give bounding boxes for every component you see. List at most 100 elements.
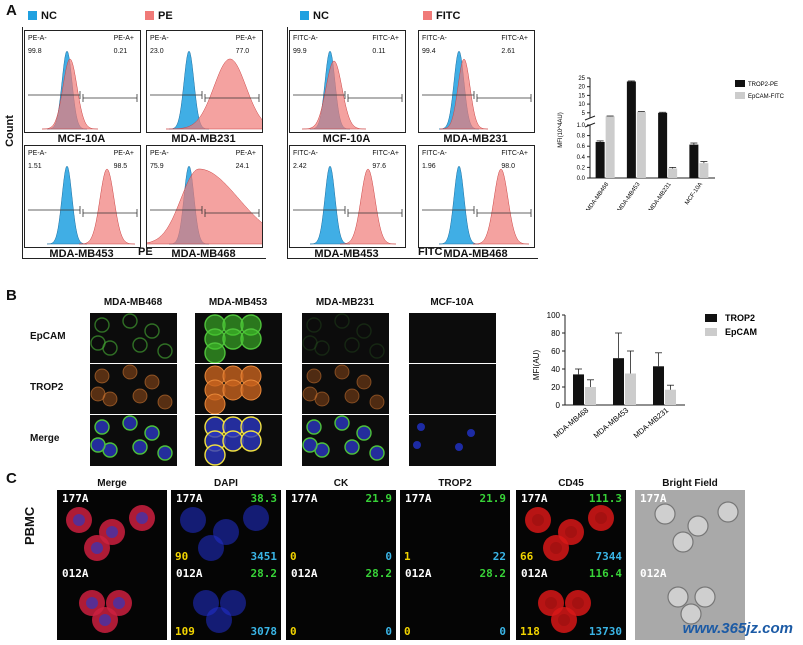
micrograph-merge-mda-mb231 <box>302 415 389 466</box>
intensity-score: 28.2 <box>479 567 507 580</box>
mfi-bar-chart-b: 0 20 40 60 80 100 MFI(AU) MDA-MB468 MDA-MB453 MDA… <box>532 311 757 440</box>
sample-id: 012A <box>176 567 203 580</box>
sample-id: 177A <box>405 492 432 505</box>
bar-trop2-pe-mda-mb468 <box>595 141 605 178</box>
y-tick-label: 0.2 <box>577 165 586 171</box>
nc-histogram <box>438 165 480 245</box>
sample-id: 177A <box>176 492 203 505</box>
fitc-histogram-mda-mb453: FITC-A- 2.42 FITC-A+ 97.6 <box>289 145 406 248</box>
row-label: Merge <box>30 433 60 444</box>
cell-line-label: MDA-MB453 <box>49 248 114 260</box>
column-label: DAPI <box>214 478 238 489</box>
pbmc-dapi-177a: 177A 38.3 90 3451 <box>171 490 281 565</box>
column-label: CD45 <box>558 478 584 489</box>
y-tick-label: 5 <box>582 111 586 117</box>
x-tick-label: MDA-MB453 <box>592 406 631 440</box>
intensity-score: 21.9 <box>479 492 507 505</box>
pe-axis-frame <box>22 27 266 259</box>
intensity-score: 21.9 <box>365 492 393 505</box>
nc-swatch <box>28 11 37 20</box>
micrograph-trop2-mda-mb453 <box>195 364 282 414</box>
sample-id: 177A <box>62 492 89 505</box>
negative-gate-stat: FITC-A- 1.96 <box>422 150 447 170</box>
bar-epcam-fitc-mda-mb453 <box>636 111 646 178</box>
intensity-score: 28.2 <box>365 567 393 580</box>
micrograph-epcam-mda-mb453 <box>195 313 282 363</box>
positive-gate-stat: FITC-A+ 0.11 <box>372 35 399 55</box>
column-label: Bright Field <box>662 478 718 489</box>
area-value: 66 <box>520 550 534 563</box>
positive-histogram <box>79 168 135 245</box>
fitc-swatch <box>423 11 432 20</box>
cell-line-label: MDA-MB231 <box>171 133 236 145</box>
micrograph-merge-mda-mb453 <box>195 415 282 466</box>
pbmc-label: PBMC <box>22 506 37 545</box>
pe-histogram-mda-mb468: PE-A- 75.9 PE-A+ 24.1 <box>146 145 263 248</box>
pbmc-cd45-177a: 177A 111.3 66 7344 <box>516 490 626 565</box>
column-label: CK <box>333 478 349 489</box>
row-label: EpCAM <box>30 331 66 342</box>
y-axis-label: MFI(10^4AU) <box>558 112 564 148</box>
row-label: TROP2 <box>30 382 64 393</box>
x-tick-label: MDA-MB231 <box>632 406 671 440</box>
total-intensity: 0 <box>499 625 506 638</box>
pe-histogram-mda-mb453: PE-A- 1.51 PE-A+ 98.5 <box>24 145 141 248</box>
positive-histogram <box>42 58 98 130</box>
total-intensity: 0 <box>385 625 392 638</box>
pe-swatch <box>145 11 154 20</box>
area-value: 0 <box>404 625 411 638</box>
x-tick-label: MDA-MB231 <box>648 181 673 210</box>
pbmc-ck-177a: 177A 21.9 0 0 <box>286 490 396 565</box>
micrograph-epcam-mda-mb231 <box>302 313 389 363</box>
y-tick-label: 1.0 <box>577 123 586 129</box>
pe-xlabel: PE <box>138 246 153 258</box>
column-label: MDA-MB231 <box>315 297 375 308</box>
column-label: TROP2 <box>438 478 472 489</box>
cell-line-label: MCF-10A <box>57 133 106 145</box>
intensity-score: 38.3 <box>250 492 278 505</box>
area-value: 109 <box>175 625 195 638</box>
sample-id: 012A <box>62 567 89 580</box>
positive-gate-stat: FITC-A+ 98.0 <box>501 150 528 170</box>
panel-a-label: A <box>6 2 17 19</box>
fitc-legend-fitc: FITC <box>423 10 460 22</box>
bar-trop2-mda-mb468 <box>573 374 584 405</box>
micrograph-merge-mcf-10a <box>409 415 496 466</box>
bar-epcam-mda-mb231 <box>665 389 676 405</box>
sample-id: 012A <box>640 567 667 580</box>
legend-swatch <box>705 328 717 336</box>
y-tick-label: 100 <box>547 311 561 320</box>
positive-gate-stat: PE-A+ 24.1 <box>235 150 256 170</box>
total-intensity: 0 <box>385 550 392 563</box>
fitc-histogram-mda-mb231: FITC-A- 99.4 FITC-A+ 2.61 <box>418 30 535 133</box>
cell-line-label: MCF-10A <box>322 133 371 145</box>
legend-label: EpCAM <box>725 327 757 337</box>
legend-swatch <box>735 80 745 87</box>
negative-gate-stat: PE-A- 75.9 <box>150 150 169 170</box>
sample-id: 012A <box>405 567 432 580</box>
count-label: Count <box>3 115 16 147</box>
bar-epcam-fitc-mda-mb231 <box>668 168 678 178</box>
intensity-score: 111.3 <box>588 492 622 505</box>
fitc-legend-nc: NC <box>300 10 329 22</box>
pbmc-merge-177a: 177A <box>57 490 167 565</box>
positive-histogram <box>473 168 529 245</box>
micrograph-epcam-mcf-10a <box>409 313 496 363</box>
pbmc-bright-field-012a: 012A <box>635 565 745 640</box>
pbmc-merge-012a: 012A <box>57 565 167 640</box>
negative-gate-stat: PE-A- 99.8 <box>28 35 47 55</box>
positive-histogram <box>440 58 488 130</box>
y-tick-label: 25 <box>578 76 585 82</box>
legend-label: EpCAM-FITC <box>748 94 785 100</box>
total-intensity: 3078 <box>250 625 278 638</box>
negative-gate-stat: PE-A- 23.0 <box>150 35 169 55</box>
positive-gate-stat: PE-A+ 0.21 <box>113 35 134 55</box>
legend-label: TROP2 <box>725 313 755 323</box>
watermark: www.365jz.com <box>682 620 793 637</box>
intensity-score: 116.4 <box>588 567 622 580</box>
column-label: MDA-MB453 <box>208 297 268 308</box>
cell-line-label: MDA-MB468 <box>443 248 508 260</box>
cell-line-label: MDA-MB453 <box>314 248 379 260</box>
panel-c-label: C <box>6 470 17 487</box>
x-tick-label: MDA-MB453 <box>617 181 642 210</box>
